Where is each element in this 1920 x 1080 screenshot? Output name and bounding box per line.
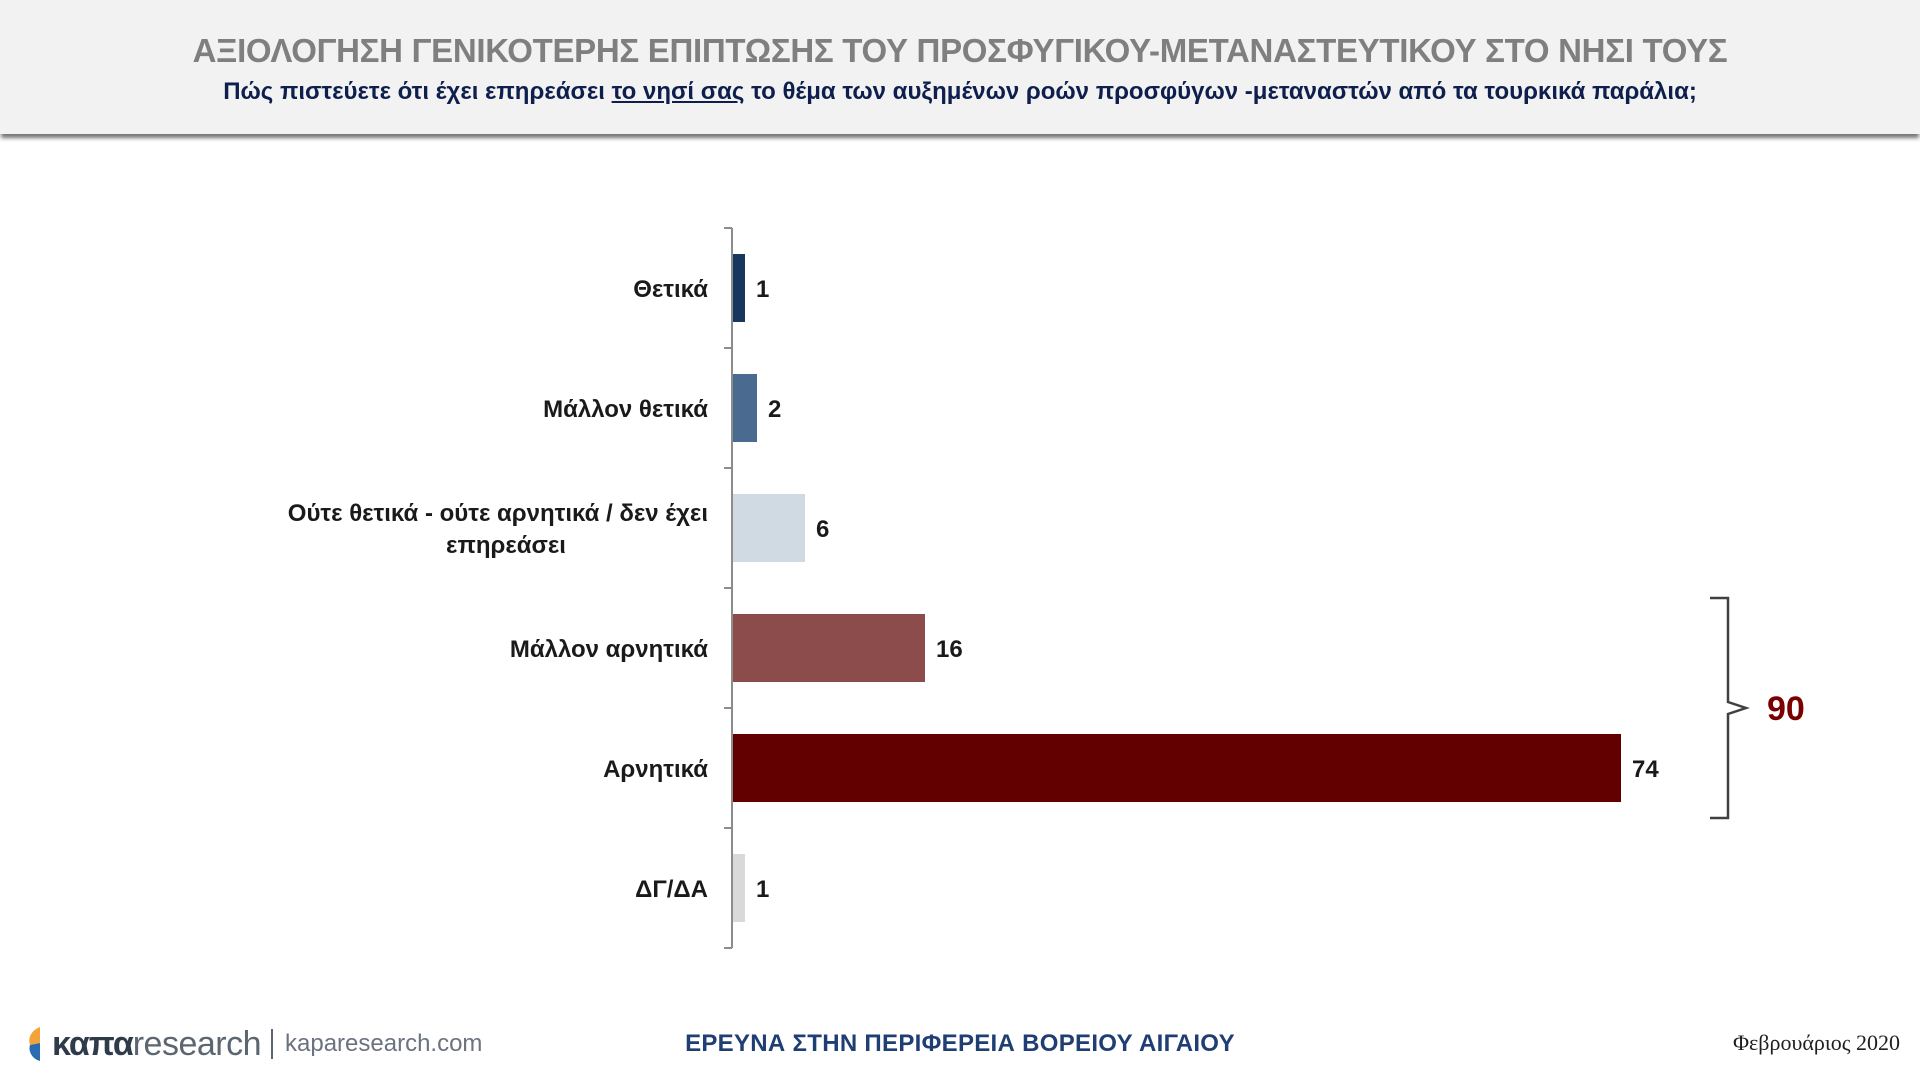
page-title: ΑΞΙΟΛΟΓΗΣΗ ΓΕΝΙΚΟΤΕΡΗΣ ΕΠΙΠΤΩΣΗΣ ΤΟΥ ΠΡΟ… [192, 32, 1728, 69]
category-label: Θετικά [633, 276, 708, 303]
bar [733, 614, 925, 682]
category-label: Μάλλον θετικά [543, 396, 708, 423]
page-subtitle: Πώς πιστεύετε ότι έχει επηρεάσει το νησί… [0, 78, 1920, 106]
subtitle-text-before: Πώς πιστεύετε ότι έχει επηρεάσει [223, 78, 612, 105]
survey-title: ΕΡΕΥΝΑ ΣΤΗΝ ΠΕΡΙΦΕΡΕΙΑ ΒΟΡΕΙΟΥ ΑΙΓΑΙΟΥ [685, 1030, 1235, 1057]
survey-date: Φεβρουάριος 2020 [1732, 1030, 1900, 1055]
category-label: Μάλλον αρνητικά [510, 636, 708, 663]
data-label: 1 [756, 276, 769, 303]
header-banner: ΑΞΙΟΛΟΓΗΣΗ ΓΕΝΙΚΟΤΕΡΗΣ ΕΠΙΠΤΩΣΗΣ ΤΟΥ ΠΡΟ… [0, 0, 1920, 134]
category-label: Αρνητικά [603, 756, 708, 783]
bracket-total-label: 90 [1767, 690, 1805, 728]
kapa-logo-icon [29, 1027, 40, 1061]
bar [733, 374, 757, 442]
subtitle-text-underlined: το νησί σας [611, 78, 745, 105]
bar [733, 734, 1621, 802]
data-label: 6 [816, 516, 829, 543]
data-label: 1 [756, 876, 769, 903]
company-logo: καπα research kaparesearch.com [26, 1022, 482, 1066]
logo-brand-light: research [132, 1024, 262, 1063]
bracket [1710, 596, 1750, 820]
category-label: επηρεάσει [446, 532, 566, 559]
bar [733, 494, 805, 562]
category-label: Ούτε θετικά - ούτε αρνητικά / δεν έχει [288, 500, 708, 527]
subtitle-text-after: το θέμα των αυξημένων ροών προσφύγων -με… [744, 78, 1697, 105]
logo-brand-bold: καπα [52, 1024, 134, 1063]
data-label: 2 [768, 396, 781, 423]
category-label: ΔΓ/ΔΑ [635, 876, 708, 903]
bar [733, 854, 745, 922]
data-label: 74 [1632, 756, 1659, 783]
bar [733, 254, 745, 322]
data-label: 16 [936, 636, 963, 663]
company-url: kaparesearch.com [285, 1030, 483, 1057]
logo-separator [271, 1029, 273, 1059]
